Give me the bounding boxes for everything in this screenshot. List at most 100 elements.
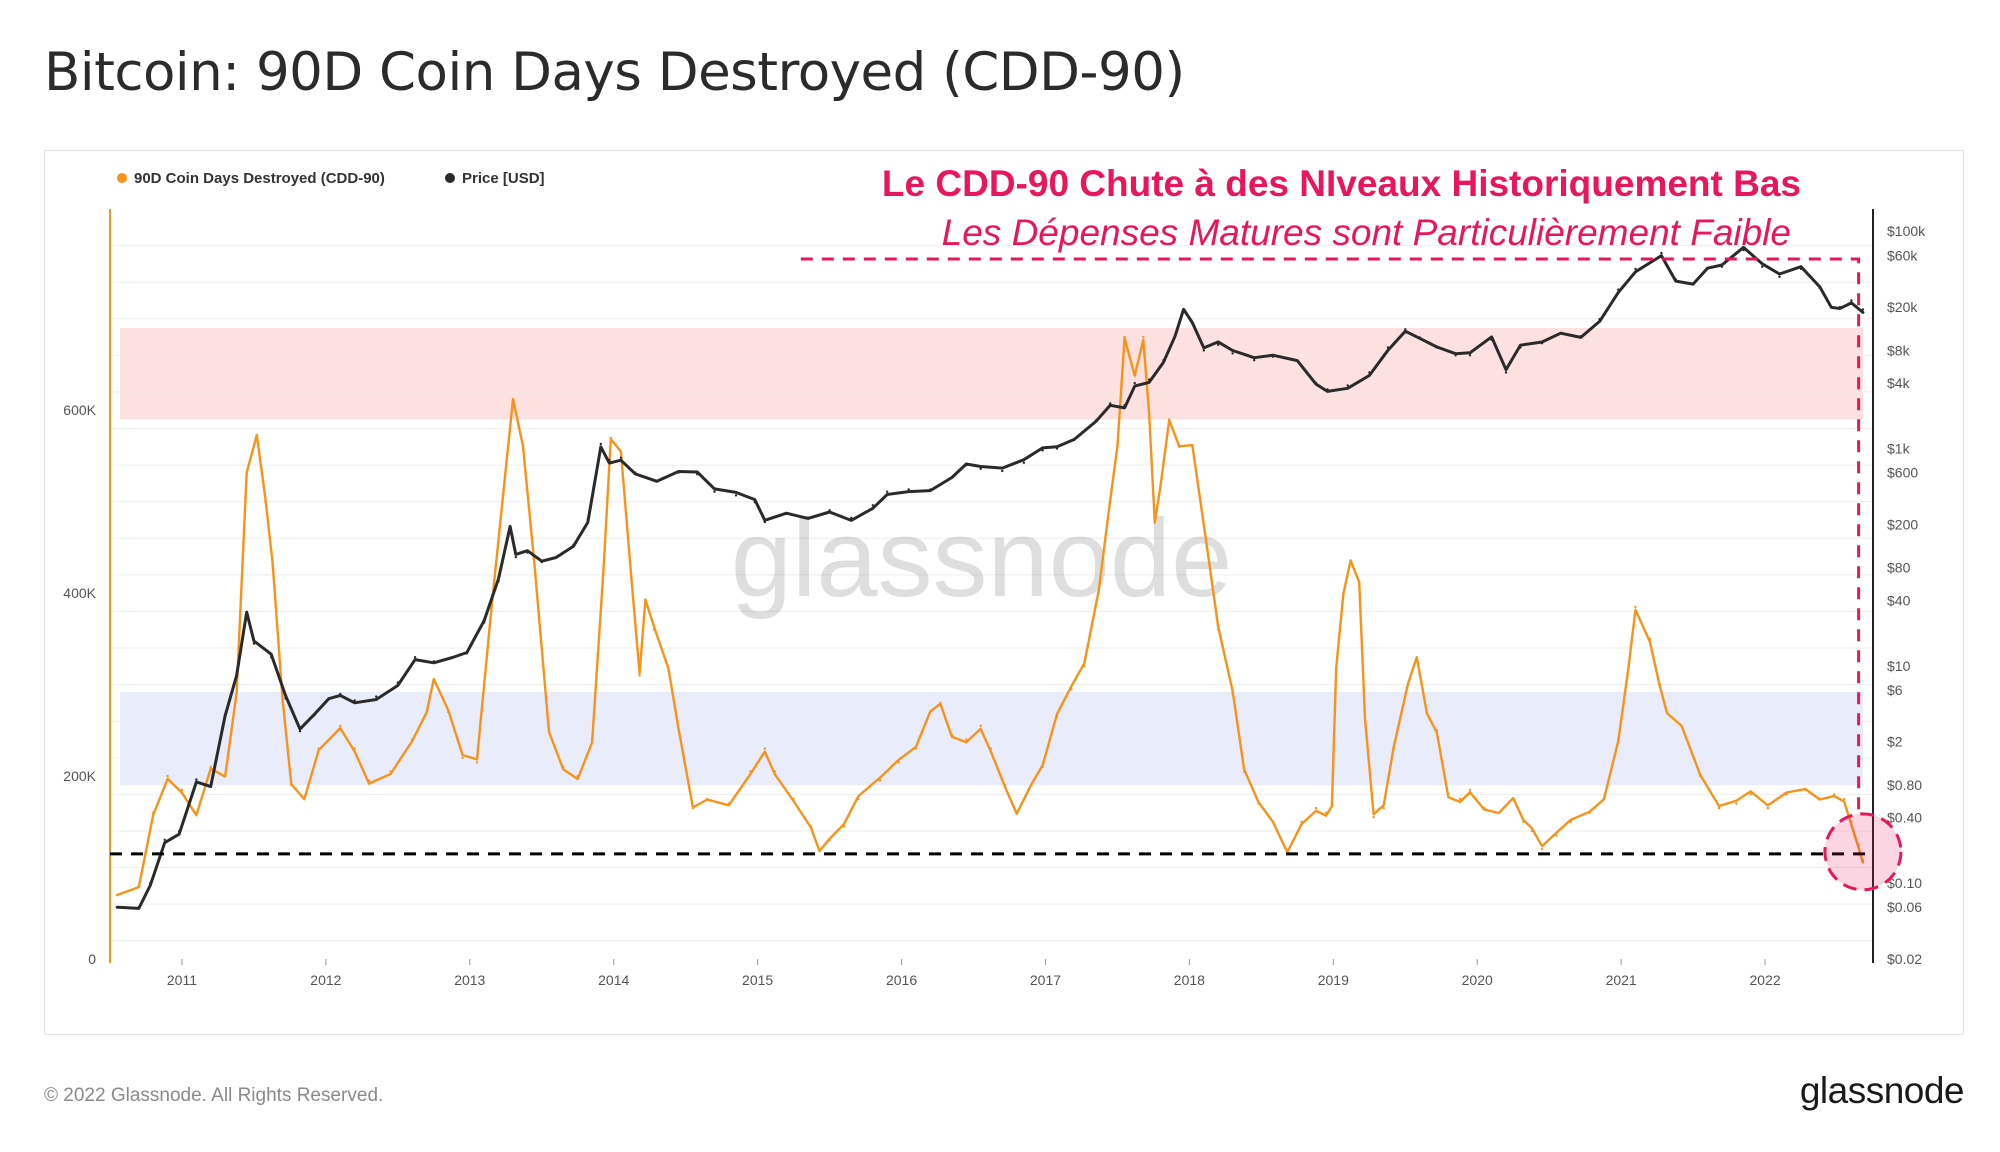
cdd90-point xyxy=(317,747,320,750)
cdd90-point xyxy=(929,710,932,714)
price-point xyxy=(375,695,378,698)
price-point xyxy=(1253,359,1256,362)
cdd90-point xyxy=(1843,797,1846,801)
cdd90-point xyxy=(763,747,766,750)
price-point xyxy=(734,494,738,497)
price-point xyxy=(1850,299,1853,302)
price-point xyxy=(1617,288,1620,291)
cdd90-point xyxy=(1372,816,1375,819)
bands-layer xyxy=(120,327,1863,786)
cdd90-point xyxy=(1159,482,1162,485)
right-axis-tick-label: $8k xyxy=(1887,342,1911,358)
annotation-circle xyxy=(1823,812,1903,892)
right-axis-tick-label: $1k xyxy=(1887,440,1911,456)
cdd90-point xyxy=(609,436,612,439)
cdd90-point xyxy=(1147,409,1151,412)
price-point xyxy=(1674,278,1678,281)
cdd90-point xyxy=(1483,806,1486,810)
axes-layer xyxy=(109,209,1874,963)
price-point xyxy=(950,476,954,479)
price-point xyxy=(195,778,198,781)
price-point xyxy=(572,543,575,546)
price-point xyxy=(1861,308,1865,311)
glassnode-logo[interactable]: glassnode xyxy=(1799,1070,1965,1111)
price-point xyxy=(245,612,248,616)
price-point xyxy=(1133,381,1136,385)
x-axis-tick-label: 2013 xyxy=(454,972,485,988)
right-axis-tick-label: $2 xyxy=(1887,734,1903,750)
right-axis-tick-label: $200 xyxy=(1887,516,1918,532)
price-point xyxy=(1579,335,1583,338)
right-axis-tick-label: $0.10 xyxy=(1887,875,1922,891)
price-point xyxy=(1598,317,1601,321)
cdd90-point xyxy=(667,669,670,673)
cdd90-point xyxy=(677,729,680,732)
price-point xyxy=(353,699,356,702)
price-point xyxy=(149,881,152,885)
price-point xyxy=(451,656,454,659)
cdd90-point xyxy=(1406,683,1410,686)
cdd90-point xyxy=(1392,747,1396,750)
cdd90-point xyxy=(1555,834,1558,837)
cdd90-point xyxy=(652,628,656,631)
cdd90-point xyxy=(367,779,371,782)
price-point xyxy=(223,714,227,717)
cdd90-point xyxy=(1717,806,1721,810)
cdd90-point xyxy=(1231,692,1234,695)
x-axis-tick-label: 2019 xyxy=(1318,972,1349,988)
price-point xyxy=(284,697,287,700)
price-point xyxy=(1055,447,1059,450)
right-axis-tick-label: $40 xyxy=(1887,592,1911,608)
cdd90-point xyxy=(432,678,435,682)
cdd90-point xyxy=(1300,820,1303,823)
cdd90-point xyxy=(1447,793,1450,796)
cdd90-point xyxy=(281,701,284,705)
annotation-subtitle: Les Dépenses Matures sont Particulièreme… xyxy=(942,212,1791,253)
right-axis-tick-label: $10 xyxy=(1887,658,1911,674)
cdd90-point xyxy=(1070,688,1073,691)
price-point xyxy=(1404,328,1407,331)
price-point xyxy=(163,838,166,841)
price-point xyxy=(763,520,766,524)
price-point xyxy=(339,692,342,696)
cdd90-point xyxy=(137,884,140,887)
series-layer xyxy=(115,245,1865,910)
price-point xyxy=(116,906,119,909)
cdd90-point xyxy=(1097,591,1100,595)
cdd90-point xyxy=(1861,859,1865,862)
cdd90-point xyxy=(979,724,982,727)
cdd90-point xyxy=(857,797,860,801)
cdd90-point xyxy=(116,893,119,897)
cdd90-point xyxy=(1123,335,1126,339)
cdd90-point xyxy=(245,473,248,476)
price-point xyxy=(1634,267,1637,271)
right-axis-ticks: $0.02 $0.06 $0.10 $0.40 $0.80 $2 $6 $10 $40 $80 $2… xyxy=(1887,223,1926,967)
x-axis-tick-label: 2014 xyxy=(598,972,629,988)
cdd90-point xyxy=(1818,797,1822,801)
price-point xyxy=(828,509,831,512)
cdd90-point xyxy=(1522,820,1525,823)
price-point xyxy=(696,473,699,476)
cdd90-point xyxy=(223,774,227,778)
x-axis-tick-label: 2016 xyxy=(886,972,917,988)
cdd90-point xyxy=(1530,829,1534,833)
chart-frame: glassnode 0 200K 400K 600K $0.02 $0.06 $0.10 $… xyxy=(44,150,1964,1035)
cdd90-point xyxy=(939,701,942,705)
x-axis-tick-label: 2015 xyxy=(742,972,773,988)
price-point xyxy=(209,783,212,787)
cdd90-point xyxy=(1142,335,1145,339)
cdd90-point xyxy=(562,765,565,769)
cdd90-point xyxy=(576,774,579,778)
price-point xyxy=(1519,346,1522,349)
right-axis-tick-label: $80 xyxy=(1887,560,1911,576)
cdd90-point xyxy=(619,450,623,453)
price-point xyxy=(483,621,486,624)
cdd90-point xyxy=(1083,665,1086,668)
price-point xyxy=(1691,282,1695,285)
price-point xyxy=(634,471,637,474)
cdd90-point xyxy=(1342,591,1345,595)
cdd90-point xyxy=(1286,849,1289,853)
price-point xyxy=(554,555,558,559)
cdd90-point xyxy=(1627,665,1630,668)
